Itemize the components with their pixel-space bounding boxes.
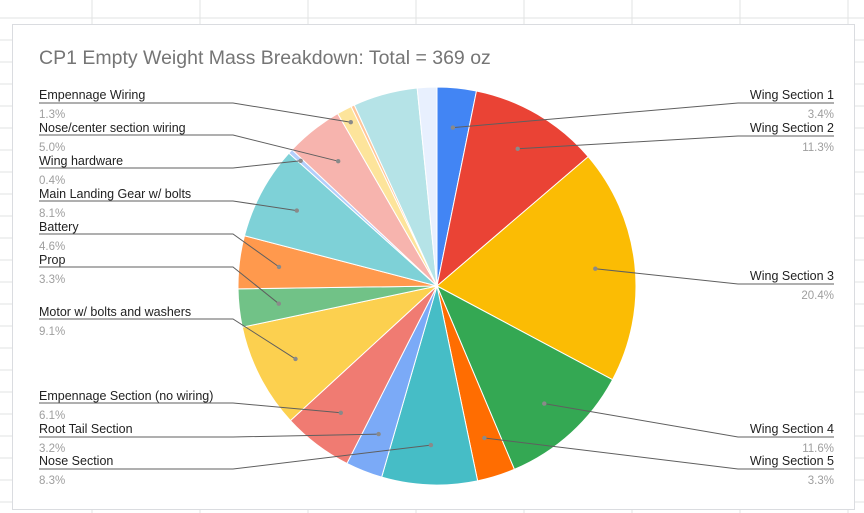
pie-slice-unlabeled: [416, 86, 438, 287]
slice-percent-wing-section-3: 20.4%: [801, 290, 834, 302]
leader-line-nose-section: [39, 444, 431, 470]
leader-line-empennage-wiring: [39, 102, 351, 123]
leader-line-root-tail-section: [39, 433, 379, 438]
slice-percent-wing-section-1: 3.4%: [808, 109, 834, 121]
slice-percent-battery: 4.6%: [39, 241, 65, 253]
leader-line-wing-section-2: [517, 135, 834, 150]
slice-percent-nose-center-section-wiring: 5.0%: [39, 142, 65, 154]
leader-line-wing-hardware: [39, 160, 301, 169]
leader-dot-empennage-wiring: [348, 120, 353, 125]
slice-label-wing-section-3: Wing Section 3: [750, 269, 834, 283]
pie-slice-nose-section: [381, 285, 479, 486]
slice-label-root-tail-section: Root Tail Section: [39, 422, 133, 436]
slice-label-nose-section: Nose Section: [39, 454, 113, 468]
slice-label-wing-section-2: Wing Section 2: [750, 121, 834, 135]
slice-percent-empennage-section-no-wiring: 6.1%: [39, 410, 65, 422]
slice-percent-nose-section: 8.3%: [39, 475, 65, 487]
slice-label-wing-section-1: Wing Section 1: [750, 88, 834, 102]
slice-labels: Wing Section 1 3.4%Wing Section 2 11.3% Win…: [39, 88, 834, 487]
leader-line-main-landing-gear-w-bolts: [39, 200, 297, 212]
leader-dot-nose-section: [428, 442, 434, 448]
slice-percent-wing-section-5: 3.3%: [808, 475, 834, 487]
slice-label-empennage-wiring: Empennage Wiring: [39, 88, 145, 102]
slice-percent-root-tail-section: 3.2%: [39, 443, 65, 455]
slice-label-main-landing-gear-w-bolts: Main Landing Gear w/ bolts: [39, 187, 191, 201]
leader-line-motor-w-bolts-and-washers: [39, 318, 296, 360]
pie-slice-motor-w-bolts-and-washers: [241, 285, 439, 422]
pie-slice-wing-section-2: [436, 90, 589, 288]
leader-line-empennage-section-no-wiring: [39, 402, 341, 414]
leader-dot-wing-section-3: [593, 266, 598, 271]
leader-line-wing-section-5: [484, 437, 834, 470]
pie-slice-wing-section-3: [436, 155, 637, 381]
leader-line-prop: [39, 266, 280, 305]
pie-slice-wing-section-4: [435, 284, 614, 470]
leader-dot-wing-section-5: [482, 435, 487, 441]
leader-dot-nose-center-section-wiring: [336, 159, 341, 164]
slice-label-wing-section-5: Wing Section 5: [750, 454, 834, 468]
leader-line-battery: [39, 233, 280, 268]
leader-dot-battery: [276, 264, 282, 270]
leader-line-wing-section-4: [544, 403, 834, 438]
leader-dot-prop: [276, 301, 281, 306]
leader-line-nose-center-section-wiring: [39, 134, 339, 162]
slice-percent-wing-hardware: 0.4%: [39, 175, 65, 187]
leader-dot-wing-section-4: [542, 401, 547, 406]
slice-percent-prop: 3.3%: [39, 274, 65, 286]
leader-dot-wing-section-1: [450, 125, 456, 130]
slice-percent-empennage-wiring: 1.3%: [39, 109, 65, 121]
slice-percent-wing-section-4: 11.6%: [802, 443, 834, 455]
leader-dot-main-landing-gear-w-bolts: [294, 208, 299, 213]
chart-card[interactable]: CP1 Empty Weight Mass Breakdown: Total =…: [12, 24, 855, 510]
slice-label-battery: Battery: [39, 220, 79, 234]
slice-label-nose-center-section-wiring: Nose/center section wiring: [39, 121, 186, 135]
leader-dot-wing-hardware: [298, 158, 303, 163]
slice-percent-main-landing-gear-w-bolts: 8.1%: [39, 208, 65, 220]
pie-chart: Wing Section 1 3.4%Wing Section 2 11.3% Win…: [39, 86, 834, 487]
leader-dot-wing-section-2: [515, 146, 520, 151]
pie-slices: [237, 86, 637, 486]
leader-line-wing-section-3: [595, 268, 834, 285]
slice-label-prop: Prop: [39, 253, 65, 267]
leader-dot-root-tail-section: [376, 431, 381, 437]
leader-dot-motor-w-bolts-and-washers: [293, 356, 298, 362]
leader-line-wing-section-1: [452, 102, 834, 129]
chart-title: CP1 Empty Weight Mass Breakdown: Total =…: [39, 47, 491, 69]
slice-label-empennage-section-no-wiring: Empennage Section (no wiring): [39, 389, 213, 403]
slice-label-motor-w-bolts-and-washers: Motor w/ bolts and washers: [39, 305, 191, 319]
slice-percent-wing-section-2: 11.3%: [802, 142, 834, 154]
slice-label-wing-section-4: Wing Section 4: [750, 422, 834, 436]
slice-label-wing-hardware: Wing hardware: [39, 154, 123, 168]
leader-dot-empennage-section-no-wiring: [338, 410, 343, 415]
slice-percent-motor-w-bolts-and-washers: 9.1%: [39, 326, 65, 338]
pie-slice-main-landing-gear-w-bolts: [243, 152, 438, 287]
